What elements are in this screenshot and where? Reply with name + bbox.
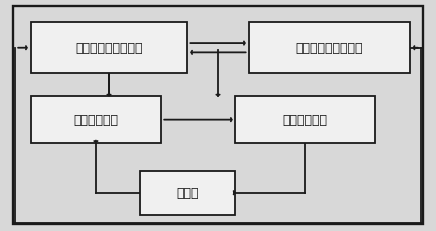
Bar xyxy=(249,23,410,74)
Bar xyxy=(31,97,161,143)
Text: 进水端超声波换能器: 进水端超声波换能器 xyxy=(75,42,143,55)
Text: 信号屏蔽模块: 信号屏蔽模块 xyxy=(73,114,119,127)
Bar xyxy=(235,97,375,143)
Bar xyxy=(140,171,235,215)
Text: 出水端超声波换能器: 出水端超声波换能器 xyxy=(296,42,363,55)
Text: 单片机: 单片机 xyxy=(176,186,199,199)
Bar xyxy=(31,23,187,74)
Text: 电压比较模块: 电压比较模块 xyxy=(283,114,328,127)
